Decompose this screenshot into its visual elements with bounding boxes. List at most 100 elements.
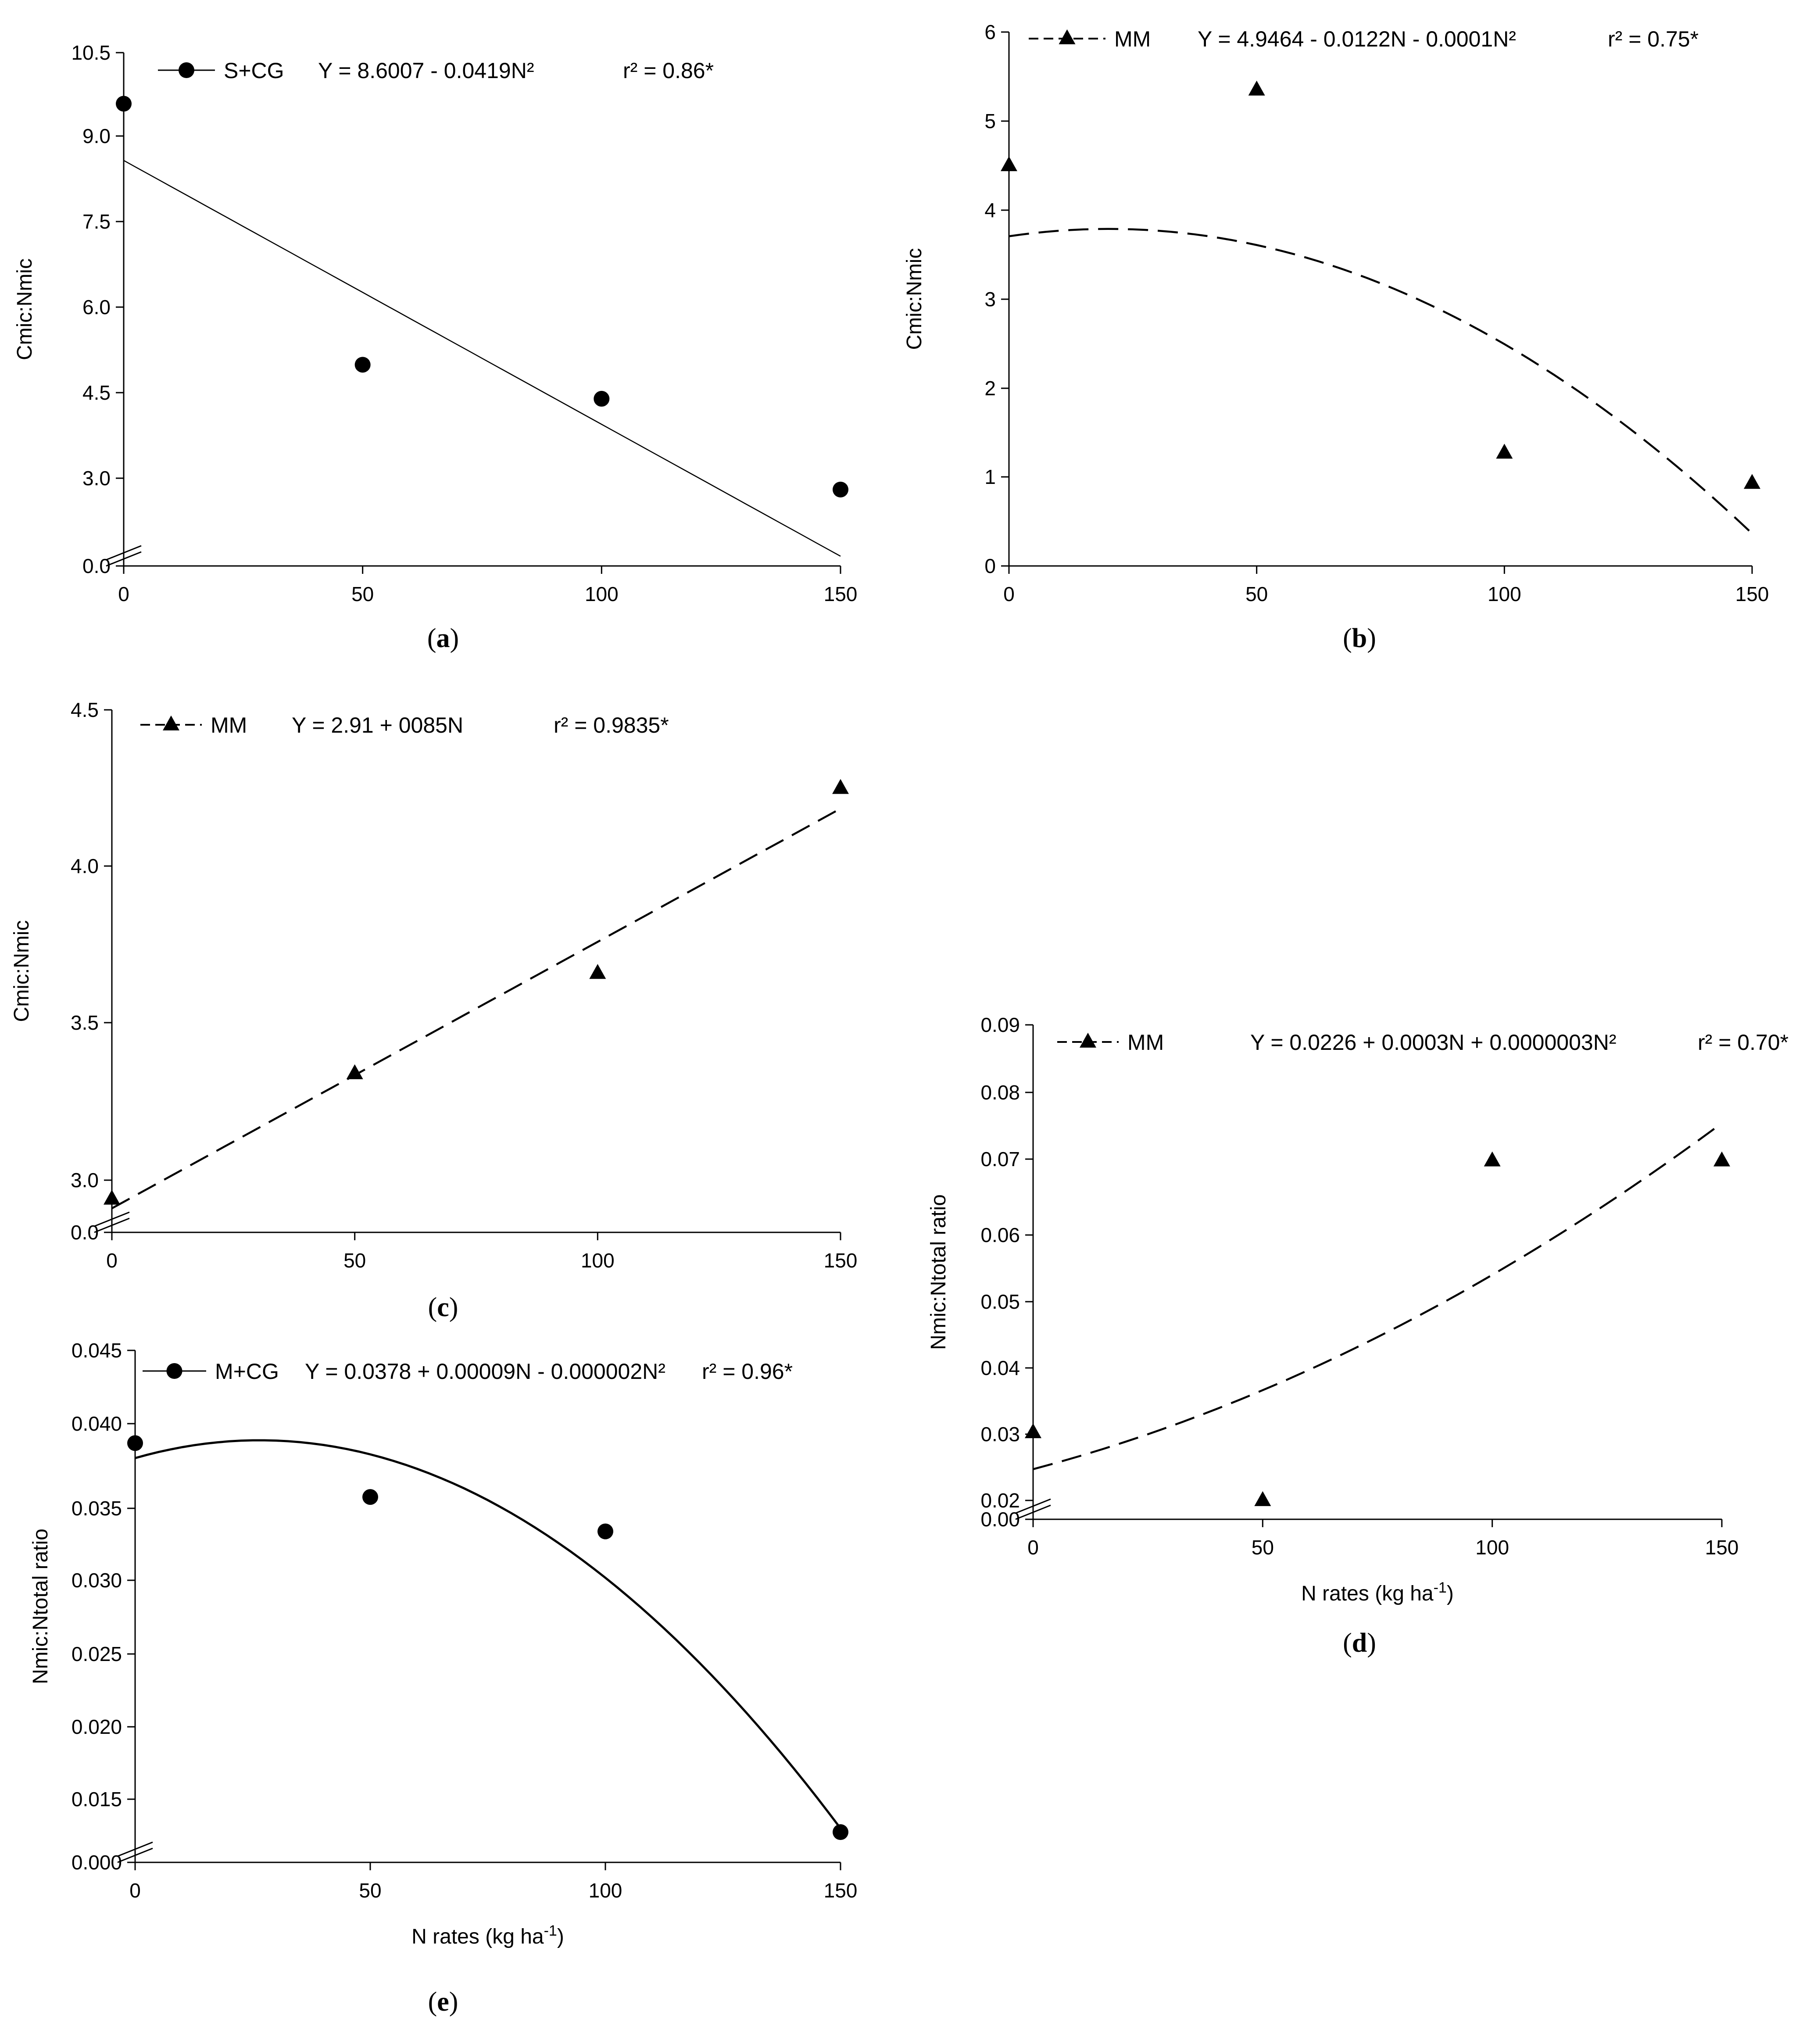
panel-label: (d) <box>1343 1628 1376 1658</box>
chart-panel-d: 0 50 100 150 0.000.02 0.03 0.04 0.05 0.06 0.07 0.0… <box>927 1013 1789 1658</box>
y-axis-label: Cmic:Nmic <box>10 920 33 1022</box>
x-tick-label: 100 <box>581 1249 615 1272</box>
legend-series-name: MM <box>1127 1030 1164 1055</box>
y-tick-label: 0.00 <box>980 1508 1020 1531</box>
x-tick-label: 150 <box>824 1249 858 1272</box>
y-tick-label: 0.08 <box>980 1081 1020 1104</box>
y-tick-label: 0.05 <box>980 1290 1020 1313</box>
panel-label-open: ( <box>1343 623 1352 653</box>
panel-label: (b) <box>1343 623 1376 653</box>
y-tick-label: 0.04 <box>980 1357 1020 1379</box>
panel-label-open: ( <box>428 1292 437 1322</box>
legend-equation: Y = 0.0226 + 0.0003N + 0.0000003N² <box>1250 1030 1616 1055</box>
x-tick-label: 0 <box>106 1249 118 1272</box>
panel-label: (a) <box>427 623 459 653</box>
legend-series-name: M+CG <box>215 1359 279 1384</box>
panel-label-close: ) <box>449 1292 458 1322</box>
y-tick-label: 3.0 <box>82 467 111 490</box>
x-tick-label: 100 <box>589 1879 622 1902</box>
panel-label-letter: d <box>1352 1628 1367 1658</box>
data-point <box>597 1523 613 1539</box>
axis-break-mark <box>94 1211 130 1227</box>
y-tick-label: 0.0 <box>71 1221 99 1244</box>
y-axis-label: Nmic:Ntotal ratio <box>29 1529 52 1684</box>
y-tick-label: 10.5 <box>71 41 111 64</box>
x-axis-label-text: N rates (kg ha <box>1301 1582 1434 1605</box>
y-tick-label: 3 <box>984 288 996 311</box>
legend: M+CG Y = 0.0378 + 0.00009N - 0.000002N² r²… <box>143 1359 793 1384</box>
legend-series-name: MM <box>211 713 247 737</box>
data-point <box>1001 156 1017 172</box>
data-point <box>346 1064 363 1079</box>
y-axis-label: Cmic:Nmic <box>13 258 36 360</box>
legend: MM Y = 2.91 + 0085N r² = 0.9835* <box>140 713 669 737</box>
legend-r-squared: r² = 0.70* <box>1698 1030 1789 1055</box>
trend-line <box>135 1439 841 1829</box>
y-tick-label: 0 <box>984 555 996 577</box>
legend-r-squared: r² = 0.75* <box>1608 27 1699 51</box>
panel-label-letter: b <box>1352 623 1367 653</box>
y-tick-label: 1 <box>984 465 996 488</box>
x-tick-label: 50 <box>343 1249 366 1272</box>
data-point <box>116 96 132 112</box>
y-tick-label: 0.030 <box>72 1569 122 1592</box>
x-axis-label-end: ) <box>1447 1582 1454 1605</box>
y-tick-label: 0.06 <box>980 1224 1020 1246</box>
x-axis-label-end: ) <box>557 1925 564 1948</box>
data-point <box>1484 1151 1501 1167</box>
data-point <box>1248 80 1265 96</box>
x-axis-label: N rates (kg ha-1) <box>1301 1579 1454 1605</box>
y-tick-label: 3.5 <box>71 1011 99 1034</box>
y-tick-label: 4.5 <box>82 381 111 404</box>
panel-label-open: ( <box>1343 1628 1352 1658</box>
panel-label-letter: e <box>437 1987 449 2017</box>
y-tick-label: 0.07 <box>980 1148 1020 1171</box>
legend-marker <box>1059 29 1076 44</box>
legend-equation: Y = 8.6007 - 0.0419N² <box>318 58 534 83</box>
y-tick-label: 0.045 <box>72 1339 122 1362</box>
legend-marker <box>166 1363 182 1379</box>
axis-break-mark <box>94 1217 130 1233</box>
axis-break-mark <box>117 1841 153 1857</box>
x-tick-label: 150 <box>824 1879 858 1902</box>
y-tick-label: 6 <box>984 21 996 43</box>
panel-label: (e) <box>428 1987 458 2017</box>
panel-label: (c) <box>428 1292 458 1322</box>
chart-panel-c: 0 50 100 150 0.0 3.0 3.5 4.0 4.5 Cmic:Nmic MM Y = 2… <box>10 698 857 1322</box>
data-point <box>832 779 849 794</box>
panel-label-close: ) <box>450 623 459 653</box>
chart-panel-b: 0 50 100 150 0 1 2 3 4 5 6 Cmic:Nmic MM Y = 4.9464 - … <box>903 21 1769 653</box>
panel-label-close: ) <box>1367 623 1376 653</box>
y-tick-label: 7.5 <box>82 210 111 233</box>
y-tick-label: 6.0 <box>82 296 111 319</box>
x-tick-label: 50 <box>359 1879 381 1902</box>
legend-equation: Y = 2.91 + 0085N <box>292 713 463 737</box>
y-tick-label: 9.0 <box>82 125 111 147</box>
legend-marker <box>1080 1032 1096 1048</box>
data-point <box>127 1435 143 1451</box>
legend-series-name: S+CG <box>224 58 284 83</box>
panel-label-close: ) <box>1367 1628 1376 1658</box>
trend-line <box>1033 1122 1723 1470</box>
x-tick-label: 100 <box>1488 583 1521 605</box>
legend: MM Y = 0.0226 + 0.0003N + 0.0000003N² r² =… <box>1057 1030 1789 1055</box>
y-tick-label: 4.5 <box>71 698 99 721</box>
x-axis-label-superscript: -1 <box>544 1922 557 1939</box>
data-point <box>362 1489 378 1505</box>
y-tick-label: 0.0 <box>82 555 111 577</box>
trend-line <box>111 808 841 1210</box>
y-tick-label: 0.02 <box>980 1489 1020 1512</box>
x-tick-label: 50 <box>1245 583 1268 605</box>
chart-panel-e: 0 50 100 150 0.000 0.015 0.020 0.025 0.030 0.035 0… <box>29 1339 857 2017</box>
y-tick-label: 4 <box>984 199 996 222</box>
panel-label-open: ( <box>428 1987 437 2017</box>
y-tick-label: 0.040 <box>72 1412 122 1435</box>
y-axis-label: Cmic:Nmic <box>903 248 926 350</box>
x-axis-label-text: N rates (kg ha <box>411 1925 544 1948</box>
data-point <box>589 964 606 979</box>
y-tick-label: 0.035 <box>72 1497 122 1520</box>
x-tick-label: 150 <box>824 583 858 605</box>
trend-line <box>123 160 841 557</box>
x-tick-label: 100 <box>585 583 619 605</box>
legend: S+CG Y = 8.6007 - 0.0419N² r² = 0.86* <box>158 58 714 83</box>
